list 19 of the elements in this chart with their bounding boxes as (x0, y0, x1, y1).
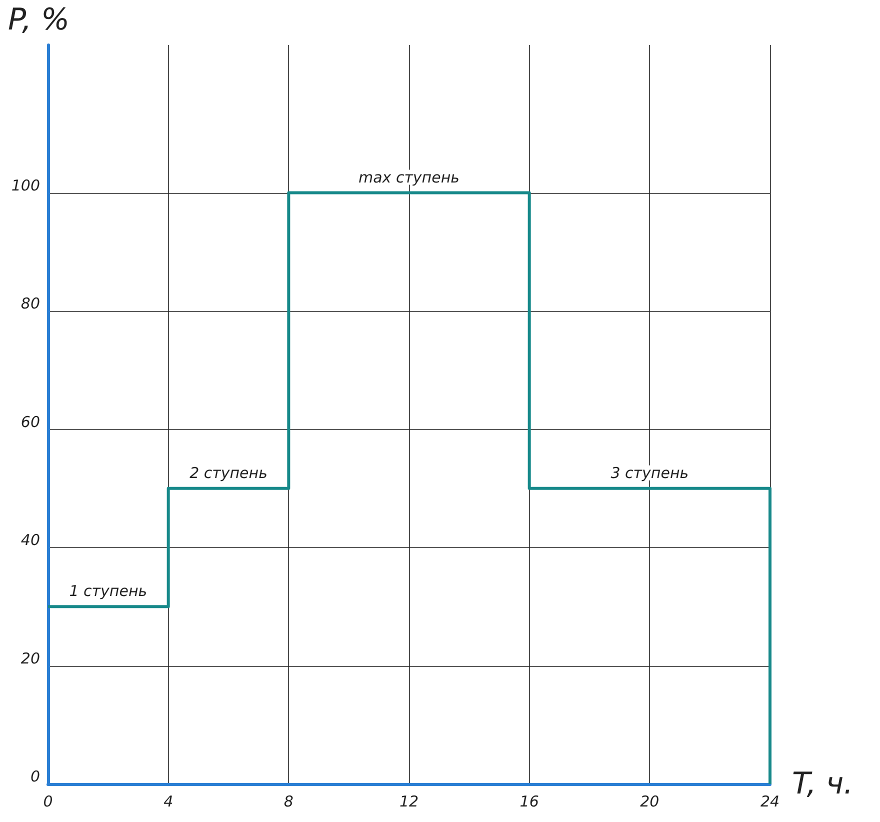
x-tick-label: 8 (284, 792, 294, 810)
annotation: 3 ступень (610, 464, 689, 482)
annotation: max ступень (358, 168, 460, 186)
y-tick-label: 100 (11, 176, 40, 194)
y-tick-label: 80 (20, 294, 40, 313)
x-tick-label: 4 (164, 792, 174, 810)
x-tick-label: 0 (43, 792, 53, 810)
x-tick-label: 12 (399, 792, 419, 810)
x-tick-label: 20 (640, 792, 660, 810)
x-tick-label: 24 (760, 792, 780, 810)
x-tick-label: 16 (520, 792, 539, 810)
y-tick-label: 20 (20, 649, 40, 668)
x-axis-title: T, ч. (792, 766, 854, 802)
y-tick-label: 0 (30, 768, 40, 786)
annotation: 1 ступень (69, 582, 148, 600)
y-tick-label: 60 (20, 412, 40, 431)
annotation: 2 ступень (190, 464, 268, 482)
y-tick-label: 40 (20, 531, 40, 550)
y-axis-title: P, % (8, 2, 70, 38)
